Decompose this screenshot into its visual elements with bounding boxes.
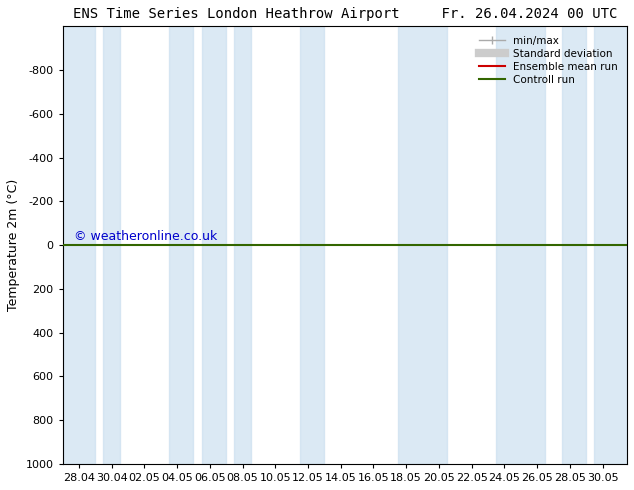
- Bar: [103, 26, 120, 464]
- Bar: [594, 26, 627, 464]
- Bar: [496, 26, 545, 464]
- Bar: [235, 26, 250, 464]
- Bar: [398, 26, 447, 464]
- Title: ENS Time Series London Heathrow Airport     Fr. 26.04.2024 00 UTC: ENS Time Series London Heathrow Airport …: [73, 7, 617, 21]
- Bar: [300, 26, 325, 464]
- Bar: [202, 26, 226, 464]
- Text: © weatheronline.co.uk: © weatheronline.co.uk: [74, 230, 217, 243]
- Bar: [169, 26, 193, 464]
- Y-axis label: Temperature 2m (°C): Temperature 2m (°C): [7, 179, 20, 311]
- Legend: min/max, Standard deviation, Ensemble mean run, Controll run: min/max, Standard deviation, Ensemble me…: [474, 31, 622, 89]
- Bar: [562, 26, 586, 464]
- Bar: [63, 26, 95, 464]
